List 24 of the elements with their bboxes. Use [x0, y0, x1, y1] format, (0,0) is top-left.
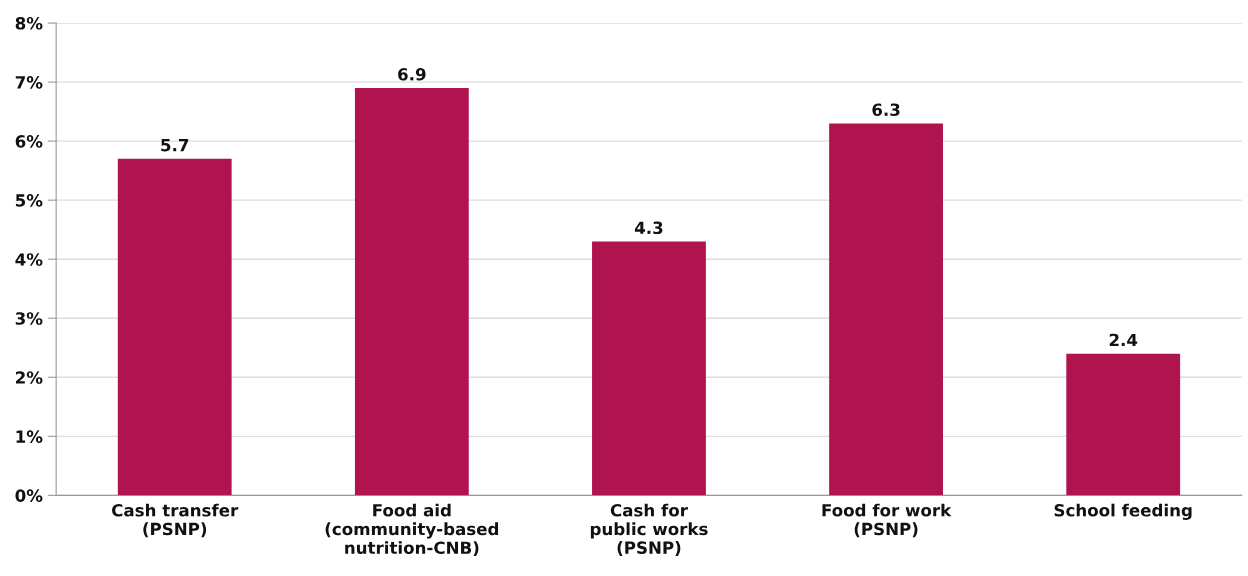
y-tick-label: 5% [15, 194, 43, 207]
bar [1066, 353, 1181, 496]
y-tick-label: 6% [15, 135, 43, 148]
x-tick-label: Food for work (PSNP) [822, 503, 952, 538]
x-tick-label: Food aid (community-based nutrition-CNB) [325, 503, 499, 557]
y-tick-label: 2% [15, 371, 43, 384]
data-label: 6.9 [398, 68, 426, 81]
data-label: 4.3 [634, 221, 663, 235]
y-tick-label: 4% [15, 253, 43, 266]
y-tick-label: 0% [15, 489, 43, 502]
y-tick-label: 7% [15, 76, 43, 89]
x-tick-label: School feeding [1054, 503, 1192, 520]
bar [354, 87, 469, 496]
x-tick-label: Cash for public works (PSNP) [590, 503, 708, 556]
data-label: 2.4 [1109, 333, 1138, 347]
data-label: 5.7 [161, 139, 189, 152]
y-tick-label: 1% [16, 430, 43, 443]
bar [592, 241, 706, 496]
y-tick-label: 3% [15, 312, 43, 325]
bar [829, 123, 943, 496]
y-tick-label: 8% [15, 17, 43, 30]
data-label: 6.3 [872, 103, 900, 117]
x-tick-label: Cash transfer (PSNP) [112, 503, 239, 538]
bar [117, 158, 232, 496]
